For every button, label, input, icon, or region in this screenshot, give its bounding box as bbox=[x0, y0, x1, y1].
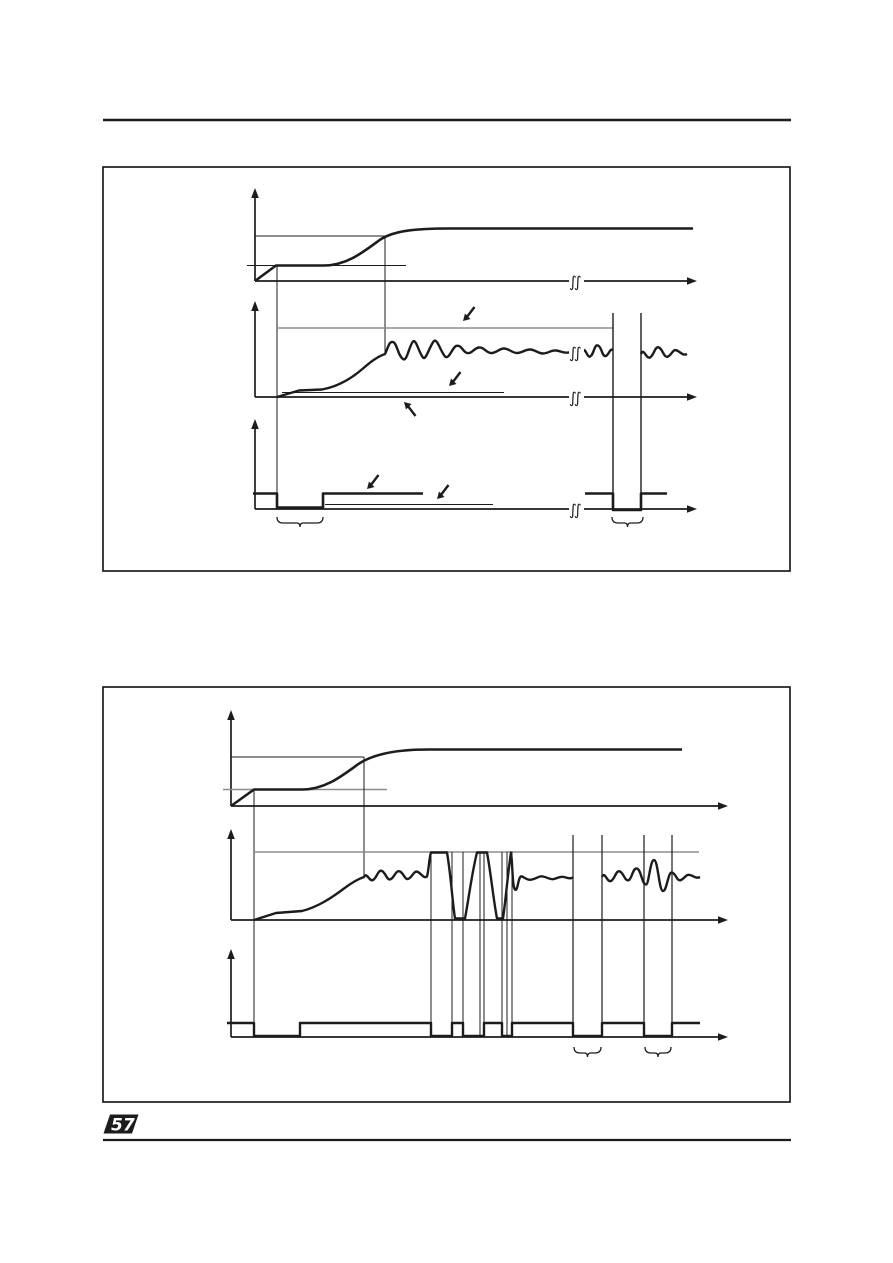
pulse1-width-brace bbox=[573, 1046, 602, 1058]
vin-curve bbox=[254, 227, 693, 283]
figures-root: ∫∫ ∫∫ ∫∫ ∫∫ bbox=[102, 166, 791, 1103]
vin-curve bbox=[230, 748, 682, 808]
vin-y-axis bbox=[227, 710, 235, 806]
vout-wave bbox=[276, 339, 688, 399]
reset-pulse bbox=[227, 1021, 700, 1038]
st-logo: 57 bbox=[103, 1114, 139, 1136]
vout-x-axis bbox=[255, 393, 697, 401]
vin-y-axis bbox=[251, 188, 259, 281]
reset-axis-break: ∫∫ bbox=[569, 501, 584, 519]
vout-axis-break: ∫∫ bbox=[569, 389, 584, 407]
vin-x-axis bbox=[231, 802, 728, 810]
annotation-arrow-ref-level bbox=[463, 306, 476, 321]
annotation-arrow-axis bbox=[404, 402, 417, 417]
vout-wave-break: ∫∫ bbox=[569, 344, 584, 362]
startup-delay-brace bbox=[276, 516, 324, 528]
vin-axis-break: ∫∫ bbox=[569, 273, 584, 291]
figure-2-reset-timing-detail bbox=[102, 686, 791, 1103]
vout-x-axis bbox=[231, 916, 728, 924]
st-logo-shape bbox=[103, 1114, 139, 1134]
annotation-arrow-reset-low bbox=[437, 484, 450, 499]
dip-reset-brace bbox=[611, 516, 644, 528]
annotation-arrow-reset-high bbox=[367, 474, 380, 489]
figure-1-reset-timing: ∫∫ ∫∫ ∫∫ ∫∫ bbox=[102, 166, 791, 572]
pulse2-width-brace bbox=[644, 1046, 672, 1058]
figure-2-reset-timing-detail-frame bbox=[102, 686, 791, 1103]
vout-y-axis bbox=[251, 301, 259, 397]
st-logo-text: 57 bbox=[111, 1116, 135, 1136]
vout-wave bbox=[253, 851, 701, 922]
vout-y-axis bbox=[227, 829, 235, 920]
reset-y-axis bbox=[251, 419, 259, 509]
vin-x-axis bbox=[255, 277, 697, 285]
reset-pulse bbox=[253, 492, 667, 512]
figure-1-reset-timing-frame bbox=[102, 166, 791, 572]
annotation-arrow-low-level bbox=[449, 371, 462, 386]
